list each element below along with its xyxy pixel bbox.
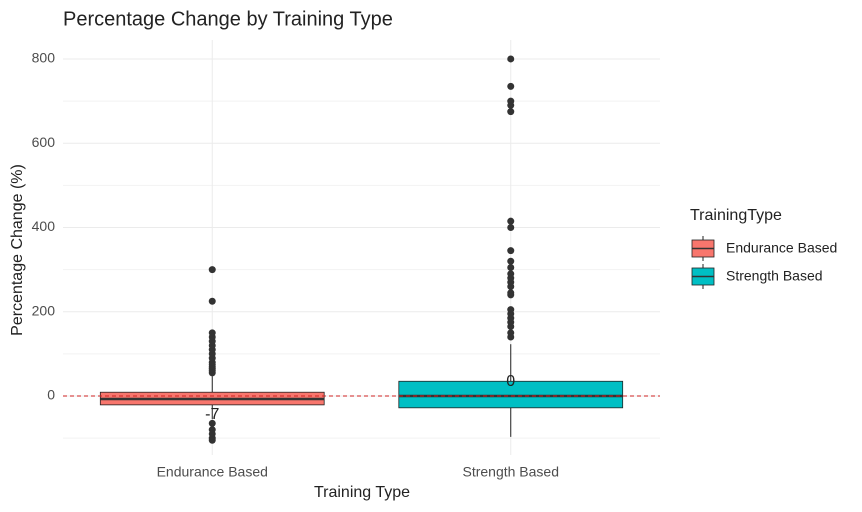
outlier bbox=[507, 289, 515, 297]
outlier bbox=[507, 247, 515, 255]
y-axis-label: Percentage Change (%) bbox=[9, 164, 26, 336]
outlier bbox=[507, 108, 515, 116]
outlier bbox=[208, 436, 216, 444]
chart-title: Percentage Change by Training Type bbox=[63, 8, 393, 30]
median-label: -7 bbox=[205, 406, 219, 423]
x-tick-label: Strength Based bbox=[462, 464, 559, 480]
outlier bbox=[507, 270, 515, 278]
outlier bbox=[208, 419, 216, 427]
legend-label: Endurance Based bbox=[726, 240, 837, 256]
outlier bbox=[208, 329, 216, 337]
outlier bbox=[507, 329, 515, 337]
outlier bbox=[208, 266, 216, 274]
outlier bbox=[507, 257, 515, 265]
outlier bbox=[507, 97, 515, 105]
y-tick-label: 800 bbox=[32, 50, 56, 66]
x-axis-label: Training Type bbox=[314, 484, 410, 501]
outlier bbox=[507, 82, 515, 90]
y-tick-label: 0 bbox=[47, 387, 55, 403]
y-tick-label: 600 bbox=[32, 134, 56, 150]
outlier bbox=[507, 223, 515, 231]
outlier bbox=[507, 306, 515, 314]
y-tick-label: 200 bbox=[32, 302, 56, 318]
legend-label: Strength Based bbox=[726, 268, 823, 284]
outlier bbox=[507, 217, 515, 225]
box bbox=[398, 380, 624, 409]
outlier bbox=[507, 264, 515, 272]
legend-title: TrainingType bbox=[690, 207, 782, 224]
outlier bbox=[507, 55, 515, 63]
median-label: 0 bbox=[506, 373, 515, 390]
outlier bbox=[208, 297, 216, 305]
y-tick-label: 400 bbox=[32, 218, 56, 234]
x-tick-label: Endurance Based bbox=[157, 464, 268, 480]
